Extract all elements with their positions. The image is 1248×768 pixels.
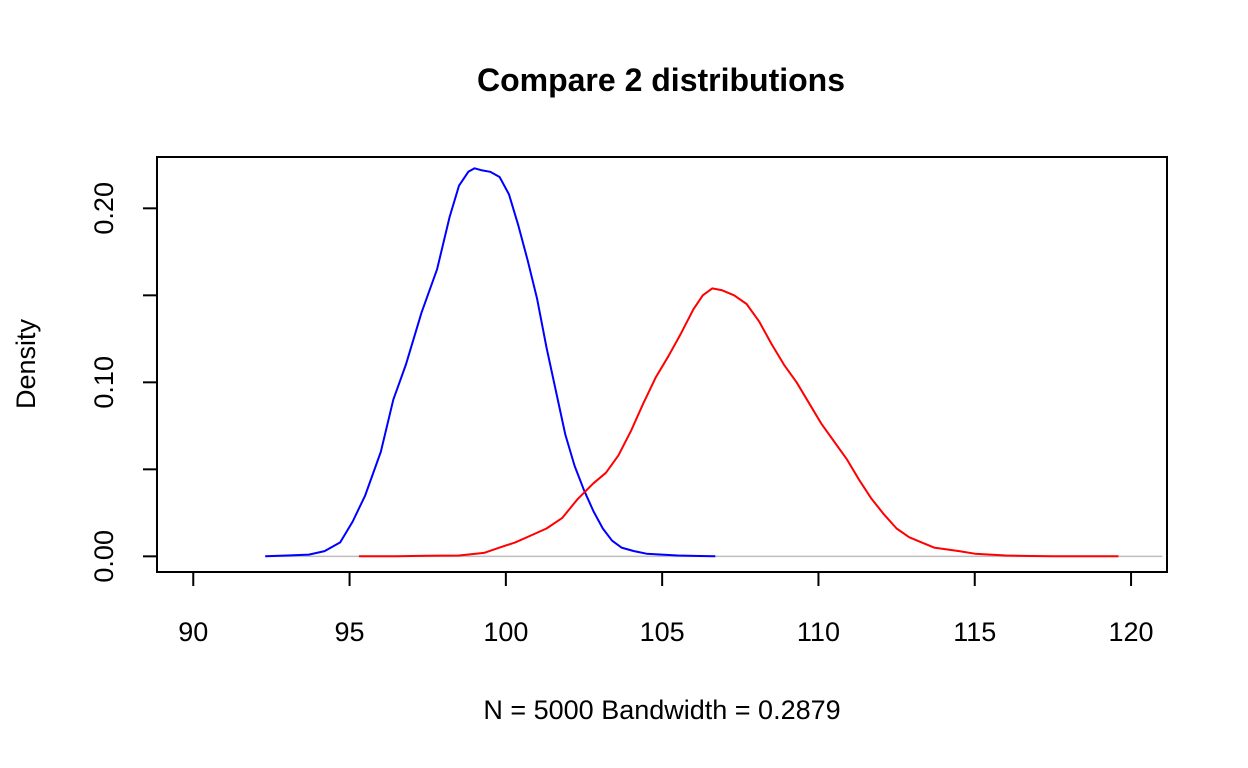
density-curve-1 <box>265 167 716 558</box>
y-tick-label: 0.00 <box>89 530 119 583</box>
x-tick-label: 110 <box>797 617 840 647</box>
x-tick-label: 115 <box>953 617 996 647</box>
plot-frame <box>156 156 1168 573</box>
x-axis-label: N = 5000 Bandwidth = 0.2879 <box>483 695 840 725</box>
x-tick-label: 105 <box>640 617 685 647</box>
x-tick-label: 120 <box>1109 617 1154 647</box>
x-tick-label: 100 <box>483 617 528 647</box>
chart-title: Compare 2 distributions <box>477 62 845 98</box>
density-curve-2 <box>358 287 1119 558</box>
y-axis-label: Density <box>11 318 41 409</box>
y-tick-label: 0.10 <box>89 356 119 409</box>
x-tick-label: 90 <box>178 617 208 647</box>
y-tick-label: 0.20 <box>89 182 119 235</box>
x-tick-label: 95 <box>335 617 365 647</box>
